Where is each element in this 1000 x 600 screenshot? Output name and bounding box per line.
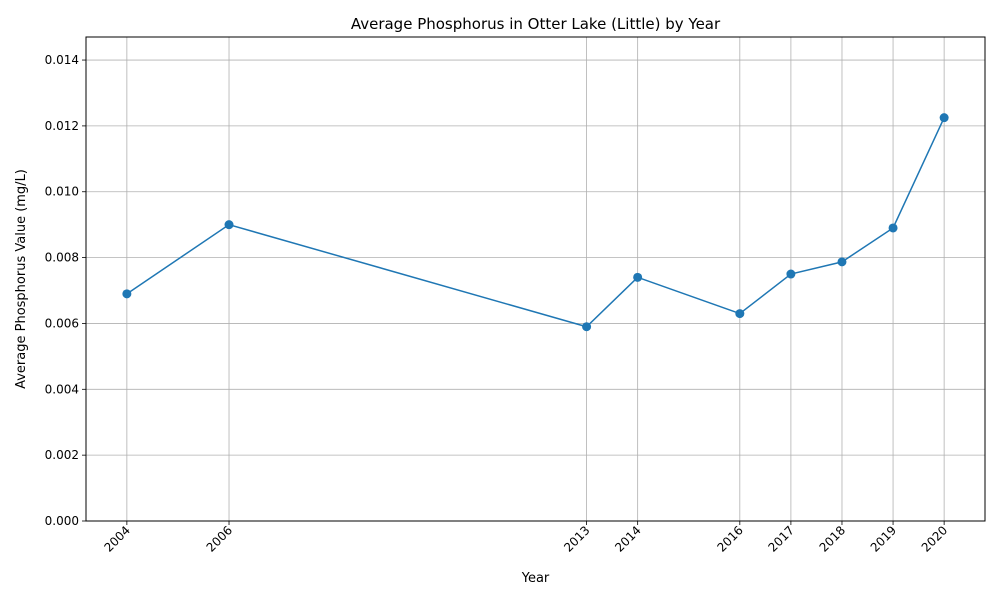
data-point bbox=[224, 220, 234, 230]
plot-frame bbox=[85, 36, 986, 522]
data-point bbox=[837, 257, 847, 267]
x-axis-title: Year bbox=[521, 571, 550, 586]
y-tick-label: 0.014 bbox=[45, 53, 79, 67]
y-tick-label: 0.008 bbox=[45, 251, 79, 265]
y-tick-label: 0.002 bbox=[45, 448, 79, 462]
data-point bbox=[735, 309, 745, 319]
y-tick-label: 0.000 bbox=[45, 514, 79, 528]
chart-title: Average Phosphorus in Otter Lake (Little… bbox=[351, 15, 721, 33]
data-point bbox=[582, 322, 592, 332]
data-point bbox=[888, 223, 898, 233]
data-point bbox=[633, 272, 643, 282]
data-point bbox=[939, 113, 949, 123]
grid-lines bbox=[86, 37, 985, 522]
y-tick-label: 0.012 bbox=[45, 119, 79, 133]
data-point bbox=[122, 289, 132, 299]
data-point bbox=[786, 269, 796, 279]
y-tick-label: 0.006 bbox=[45, 316, 79, 330]
series-layer bbox=[122, 113, 949, 332]
y-tick-label: 0.004 bbox=[45, 382, 79, 396]
y-axis-title: Average Phosphorus Value (mg/L) bbox=[14, 169, 29, 389]
y-tick-label: 0.010 bbox=[45, 185, 79, 199]
